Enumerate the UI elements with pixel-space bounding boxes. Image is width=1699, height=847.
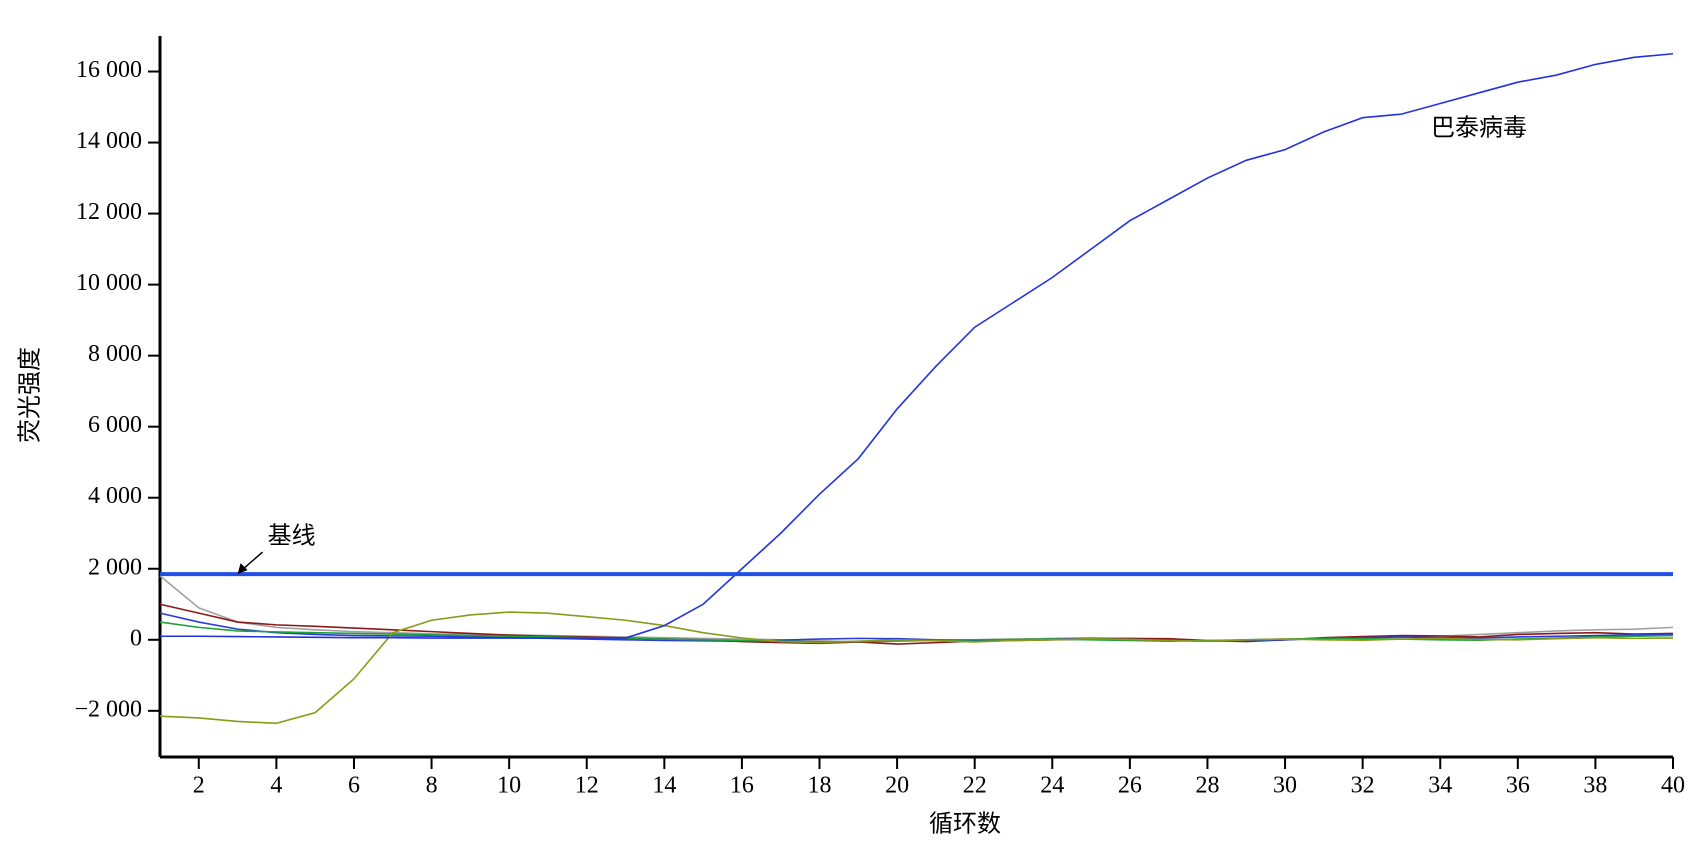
x-tick-label: 4 [270, 773, 282, 799]
y-tick-label: 4 000 [88, 483, 142, 509]
x-tick-label: 12 [575, 773, 599, 799]
y-tick-label: 14 000 [76, 128, 142, 154]
y-tick-label: 0 [130, 625, 142, 651]
x-tick-label: 18 [808, 773, 832, 799]
x-tick-label: 38 [1583, 773, 1607, 799]
x-axis-label: 循环数 [929, 811, 1001, 838]
y-tick-label: −2 000 [74, 696, 142, 722]
y-tick-label: 10 000 [76, 270, 142, 296]
y-tick-label: 8 000 [88, 341, 142, 367]
y-tick-label: 12 000 [76, 199, 142, 225]
x-tick-label: 36 [1506, 773, 1530, 799]
y-axis-label: 荧光强度 [17, 347, 44, 443]
x-tick-label: 32 [1351, 773, 1375, 799]
x-tick-label: 34 [1428, 773, 1452, 799]
annotation-text: 巴泰病毒 [1431, 115, 1527, 142]
series-line [160, 52, 1674, 639]
x-tick-label: 30 [1273, 773, 1297, 799]
series-line [159, 611, 1674, 725]
x-tick-label: 20 [885, 773, 909, 799]
series-line [159, 603, 1674, 645]
x-tick-label: 16 [730, 773, 754, 799]
x-tick-label: 40 [1661, 773, 1685, 799]
x-tick-label: 26 [1118, 773, 1142, 799]
x-tick-label: 2 [193, 773, 205, 799]
series-line [159, 575, 1674, 643]
annotation-arrowhead [237, 563, 248, 575]
x-tick-label: 22 [963, 773, 987, 799]
y-tick-label: 16 000 [76, 57, 142, 83]
x-tick-label: 28 [1195, 773, 1219, 799]
series-line [159, 612, 1674, 643]
x-tick-label: 10 [497, 773, 521, 799]
y-tick-label: 6 000 [88, 412, 142, 438]
x-tick-label: 6 [348, 773, 360, 799]
x-tick-label: 8 [426, 773, 438, 799]
x-tick-label: 24 [1040, 773, 1064, 799]
x-tick-label: 14 [652, 773, 676, 799]
y-tick-label: 2 000 [88, 554, 142, 580]
annotation-text: 基线 [268, 523, 316, 550]
